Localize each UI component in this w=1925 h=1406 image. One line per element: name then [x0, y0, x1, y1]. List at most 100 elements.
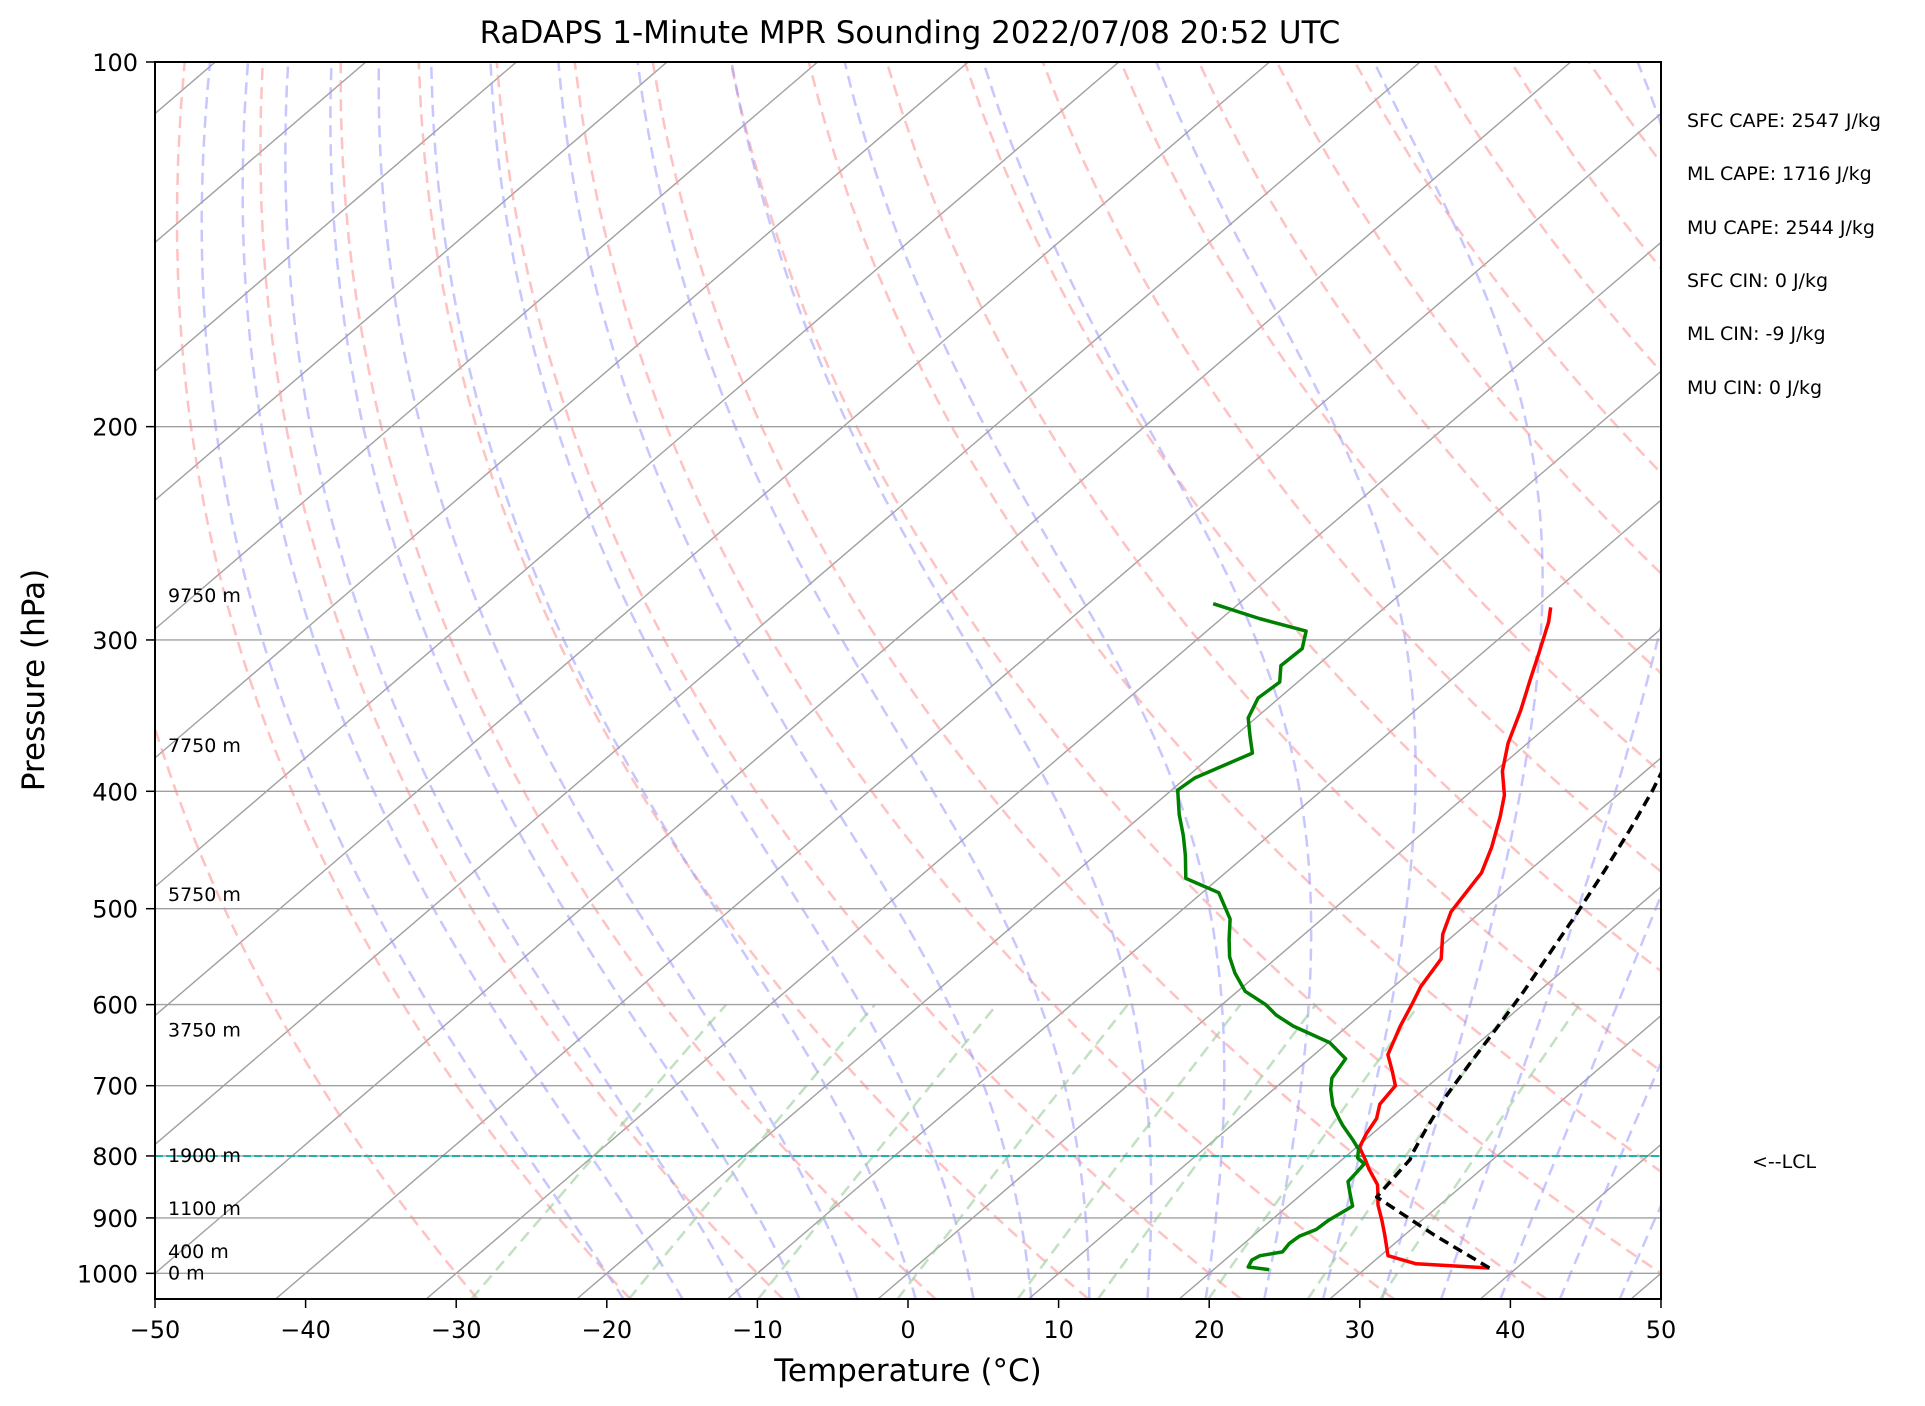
y-tick-label: 900 [92, 1205, 138, 1233]
height-label: 400 m [168, 1241, 229, 1263]
moist-adiabat-line [489, 62, 975, 1299]
isotherm-line [1028, 756, 1661, 1299]
moist-adiabat-line [636, 62, 1091, 1299]
dry-adiabat-line [175, 62, 632, 1299]
moist-adiabat-line [843, 62, 1226, 1299]
height-label: 1100 m [168, 1198, 241, 1220]
ml-cape-label: ML CAPE: 1716 J/kg [1687, 163, 1872, 185]
moist-adiabat-lines [200, 62, 1661, 1299]
moist-adiabat-line [557, 62, 1033, 1299]
y-axis-label: Pressure (hPa) [16, 569, 52, 791]
y-axis-ticks: 100 200 300 400 500 600 700 800 900 1000 [77, 49, 155, 1288]
x-tick-label: −10 [732, 1316, 783, 1344]
x-tick-label: 20 [1194, 1316, 1225, 1344]
dry-adiabat-line [651, 62, 1548, 1299]
isotherm-line [155, 62, 1572, 1275]
mixing-ratio-line [470, 1003, 728, 1299]
x-axis-label: Temperature (°C) [773, 1353, 1042, 1389]
plot-area [155, 62, 1661, 1299]
dry-adiabat-line [885, 62, 1661, 1073]
isotherm-line [155, 62, 969, 759]
moist-adiabat-line [982, 62, 1313, 1299]
dry-adiabat-line [1119, 62, 1661, 775]
y-tick-label: 400 [92, 778, 138, 806]
isotherm-line [155, 62, 1421, 1146]
x-tick-label: −30 [431, 1316, 482, 1344]
isotherm-line [155, 62, 1270, 1017]
x-axis-ticks: −50 −40 −30 −20 −10 0 10 20 30 40 50 [130, 1299, 1677, 1344]
y-tick-label: 200 [92, 414, 138, 442]
isotherm-line [155, 62, 668, 502]
dry-adiabat-line [495, 62, 1242, 1299]
height-label: 7750 m [168, 735, 241, 757]
x-tick-label: 50 [1646, 1316, 1677, 1344]
dry-adiabat-line [339, 62, 937, 1299]
mixing-ratio-line [757, 1003, 998, 1299]
dry-adiabat-line [417, 62, 1090, 1299]
dry-adiabat-line [155, 724, 479, 1299]
mu-cape-label: MU CAPE: 2544 J/kg [1687, 217, 1875, 239]
dry-adiabat-line [963, 62, 1661, 973]
moist-adiabat-line [329, 62, 801, 1299]
isotherm-line [576, 370, 1661, 1299]
isotherm-line [275, 112, 1661, 1299]
isotherm-line [155, 62, 1120, 888]
isotherm-line [155, 62, 819, 630]
dewpoint-trace [1175, 602, 1367, 1272]
isotherm-line [726, 499, 1661, 1299]
y-tick-label: 700 [92, 1073, 138, 1101]
moist-adiabat-line [377, 62, 859, 1299]
y-tick-label: 1000 [77, 1260, 138, 1288]
sfc-cape-label: SFC CAPE: 2547 J/kg [1687, 110, 1881, 132]
mixing-ratio-line [1016, 1003, 1242, 1299]
dry-adiabat-line [259, 62, 784, 1299]
moist-adiabat-line [429, 62, 917, 1299]
ml-cin-label: ML CIN: -9 J/kg [1687, 323, 1826, 345]
isotherm-line [1178, 885, 1661, 1299]
y-tick-label: 300 [92, 627, 138, 655]
moist-adiabat-line [241, 62, 684, 1299]
x-tick-label: 30 [1345, 1316, 1376, 1344]
y-tick-label: 600 [92, 992, 138, 1020]
sounding-traces [1175, 602, 1661, 1272]
moist-adiabat-line [1155, 62, 1417, 1299]
height-label: 1900 m [168, 1145, 241, 1167]
x-tick-label: −20 [581, 1316, 632, 1344]
x-tick-label: 10 [1043, 1316, 1074, 1344]
dry-adiabat-line [807, 62, 1661, 1174]
mixing-ratio-line [896, 1003, 1129, 1299]
moist-adiabat-line [730, 62, 1153, 1299]
lcl-label: <--LCL [1752, 1151, 1816, 1173]
mixing-ratio-line [1306, 1003, 1513, 1299]
dry-adiabat-line [729, 62, 1661, 1275]
height-label: 0 m [168, 1262, 205, 1284]
y-tick-label: 500 [92, 896, 138, 924]
isotherm-lines [155, 62, 1661, 1299]
parcel-trace [1374, 769, 1661, 1270]
x-tick-label: 0 [900, 1316, 915, 1344]
height-label: 3750 m [168, 1019, 241, 1041]
x-tick-label: −50 [130, 1316, 181, 1344]
x-tick-label: −40 [280, 1316, 331, 1344]
y-tick-label: 800 [92, 1143, 138, 1171]
isotherm-line [1329, 1014, 1661, 1299]
moist-adiabat-line [284, 62, 743, 1299]
y-tick-label: 100 [92, 49, 138, 77]
height-label: 9750 m [168, 585, 241, 607]
dry-adiabat-line [1041, 62, 1661, 874]
moist-adiabat-line [1372, 62, 1544, 1299]
sfc-cin-label: SFC CIN: 0 J/kg [1687, 270, 1829, 292]
mixing-ratio-line [1096, 1003, 1317, 1299]
moist-adiabat-line [200, 62, 625, 1299]
isotherm-line [155, 62, 517, 373]
isotherm-line [425, 241, 1661, 1299]
height-label: 5750 m [168, 884, 241, 906]
mu-cin-label: MU CIN: 0 J/kg [1687, 377, 1823, 399]
mixing-ratio-line [1207, 1003, 1421, 1299]
isotherm-line [877, 628, 1661, 1299]
pressure-gridlines [155, 62, 1661, 1275]
dry-adiabat-lines [155, 62, 1661, 1299]
